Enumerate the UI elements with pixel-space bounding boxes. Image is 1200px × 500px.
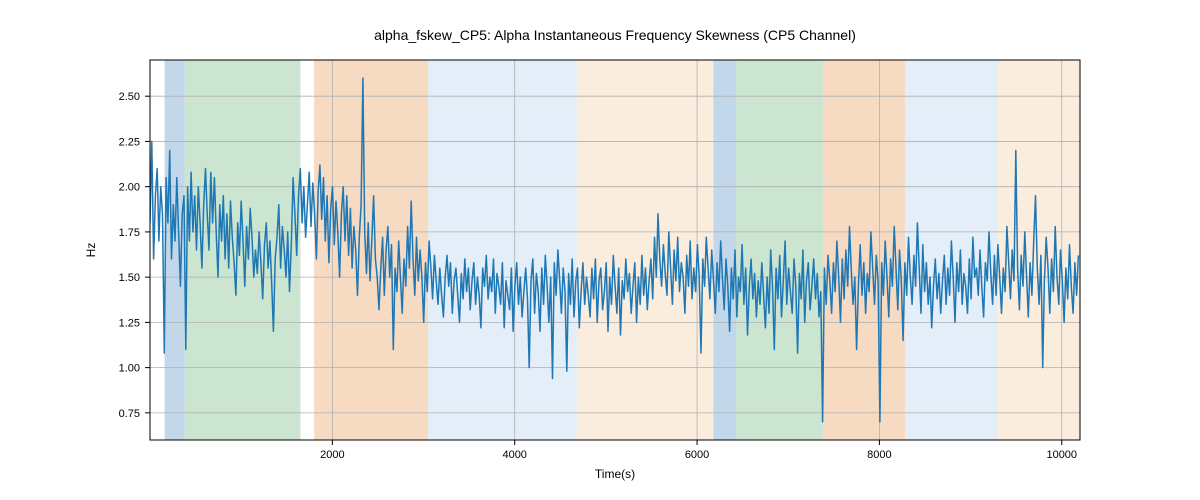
x-tick-label: 10000 <box>1046 449 1077 461</box>
x-tick-label: 2000 <box>320 449 344 461</box>
y-tick-label: 2.50 <box>119 91 140 103</box>
y-tick-label: 1.75 <box>119 227 140 239</box>
x-tick-label: 4000 <box>502 449 526 461</box>
y-tick-label: 1.25 <box>119 317 140 329</box>
y-tick-label: 0.75 <box>119 408 140 420</box>
y-tick-label: 2.25 <box>119 136 140 148</box>
y-tick-label: 2.00 <box>119 182 140 194</box>
x-tick-label: 8000 <box>867 449 891 461</box>
y-tick-label: 1.50 <box>119 272 140 284</box>
y-tick-label: 1.00 <box>119 363 140 375</box>
chart-title: alpha_fskew_CP5: Alpha Instantaneous Fre… <box>374 27 856 43</box>
y-axis-label: Hz <box>84 243 98 258</box>
x-tick-label: 6000 <box>685 449 709 461</box>
x-axis-label: Time(s) <box>595 467 635 481</box>
chart-container: 2000 4000 6000 8000 10000 0.75 1.00 1.25 1.50 1.7… <box>0 0 1200 500</box>
line-chart: 2000 4000 6000 8000 10000 0.75 1.00 1.25 1.50 1.7… <box>0 0 1200 500</box>
